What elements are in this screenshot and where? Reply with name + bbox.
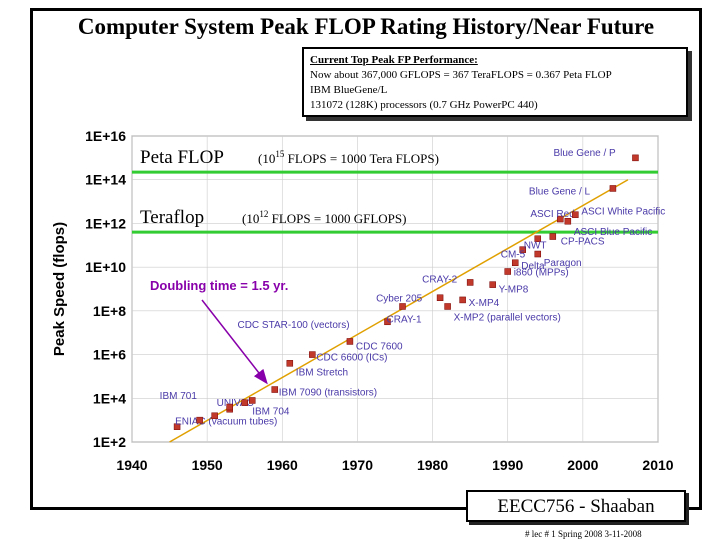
point-label: CRAY-2 [422, 274, 457, 285]
data-point [459, 296, 466, 304]
y-tick-label: 1E+8 [93, 303, 126, 319]
info-heading: Current Top Peak FP Performance: [310, 54, 478, 66]
threshold-note: (1012 FLOPS = 1000 GFLOPS) [242, 209, 406, 226]
point-label: UNIVAC [217, 398, 254, 409]
data-point [534, 250, 542, 258]
data-point [504, 268, 511, 275]
x-tick-label: 1980 [417, 457, 448, 473]
y-axis-label: Peak Speed (flops) [51, 222, 68, 356]
data-point [466, 279, 474, 286]
data-point [557, 215, 564, 223]
y-tick-label: 1E+12 [85, 215, 126, 231]
threshold-label: Teraflop [140, 207, 204, 228]
point-label: X-MP4 [469, 298, 500, 309]
point-label: IBM Stretch [296, 367, 348, 378]
y-tick-label: 1E+2 [93, 434, 126, 450]
point-label: ASCI Blue Pacific [574, 227, 652, 238]
data-point [444, 303, 451, 310]
y-tick-label: 1E+16 [85, 128, 126, 144]
data-point [286, 360, 294, 367]
point-label: CDC STAR-100 (vectors) [237, 320, 349, 331]
slide-title: Computer System Peak FLOP Rating History… [77, 14, 655, 39]
point-label: Delta [521, 261, 545, 272]
point-label: X-MP2 (parallel vectors) [454, 312, 561, 323]
data-point [346, 338, 354, 345]
data-point [564, 217, 572, 225]
x-tick-label: 1990 [492, 457, 523, 473]
point-label: i860 (MPPs) [514, 268, 569, 279]
point-label: CRAY-1 [387, 314, 422, 325]
data-point [248, 397, 256, 404]
trend-line [169, 179, 629, 443]
data-point [549, 233, 557, 240]
info-line-1: Now about 367,000 GFLOPS = 367 TeraFLOPS… [310, 69, 612, 81]
point-label: NWT [524, 241, 547, 252]
data-point [384, 318, 391, 326]
grid-lines [131, 135, 659, 443]
x-tick-label: 1940 [116, 457, 147, 473]
x-tick-label: 1960 [267, 457, 298, 473]
data-point [609, 185, 617, 192]
data-point [572, 211, 579, 218]
threshold-lines: Peta FLOP (1015 FLOPS = 1000 Tera FLOPS) T… [132, 147, 658, 234]
point-label: CM-5 [501, 250, 526, 261]
data-point [534, 235, 542, 242]
point-label: Paragon [544, 258, 582, 269]
data-point [511, 259, 519, 267]
threshold-label: Peta FLOP [140, 147, 224, 168]
data-point [173, 423, 181, 430]
point-label: ASCI White Pacific [581, 207, 665, 218]
info-line-2: IBM BlueGene/L [310, 84, 388, 96]
point-label: CDC 7600 [356, 341, 403, 352]
data-point [632, 154, 639, 162]
data-point [196, 416, 203, 424]
doubling-arrow [201, 299, 268, 385]
x-tick-label: 1950 [192, 457, 223, 473]
point-label: CP-PACS [561, 237, 605, 248]
threshold-note: (1015 FLOPS = 1000 Tera FLOPS) [258, 149, 439, 166]
point-label: ENIAC (vacuum tubes) [175, 417, 277, 428]
lecture-meta: # lec # 1 Spring 2008 3-11-2008 [525, 529, 642, 539]
x-tick-label: 1970 [342, 457, 373, 473]
y-tick-label: 1E+6 [93, 347, 126, 363]
point-label: Blue Gene / L [529, 186, 591, 197]
data-point [241, 399, 248, 406]
data-points: ENIAC (vacuum tubes) UNIVAC IBM 701 IBM 704… [160, 148, 665, 430]
doubling-time-text: Doubling time = 1.5 yr. [150, 278, 288, 293]
point-label: Cyber 205 [376, 294, 423, 305]
data-point [226, 403, 233, 411]
data-point [309, 351, 316, 358]
data-point [399, 303, 406, 310]
x-tick-label: 2010 [642, 457, 673, 473]
point-label: ASCI Red [530, 209, 574, 220]
info-line-3: 131072 (128K) processors (0.7 GHz PowerP… [310, 99, 538, 111]
current-top-performance-box: Current Top Peak FP Performance: Now abo… [302, 47, 688, 117]
doubling-annotation: Doubling time = 1.5 yr. [150, 278, 288, 385]
data-point [211, 412, 218, 420]
data-point [489, 281, 496, 288]
y-tick-label: 1E+4 [93, 390, 126, 406]
data-point [436, 294, 444, 301]
x-axis-ticks: 1940 1950 1960 1970 1980 1990 2000 2010 [116, 457, 673, 473]
point-label: IBM 704 [252, 406, 290, 417]
y-axis-ticks: 1E+2 1E+4 1E+6 1E+8 1E+10 1E+12 1E+14 1E+16 [85, 128, 126, 450]
course-footer-box: EECC756 - Shaaban [466, 490, 686, 522]
y-tick-label: 1E+14 [85, 172, 126, 188]
point-label: IBM 701 [160, 391, 198, 402]
y-tick-label: 1E+10 [85, 259, 126, 275]
point-label: Y-MP8 [499, 285, 529, 296]
point-label: IBM 7090 (transistors) [279, 388, 377, 399]
point-label: CDC 6600 (ICs) [316, 353, 387, 364]
data-point [519, 246, 526, 253]
data-point [271, 386, 279, 393]
x-tick-label: 2000 [567, 457, 598, 473]
point-label: Blue Gene / P [553, 148, 616, 159]
